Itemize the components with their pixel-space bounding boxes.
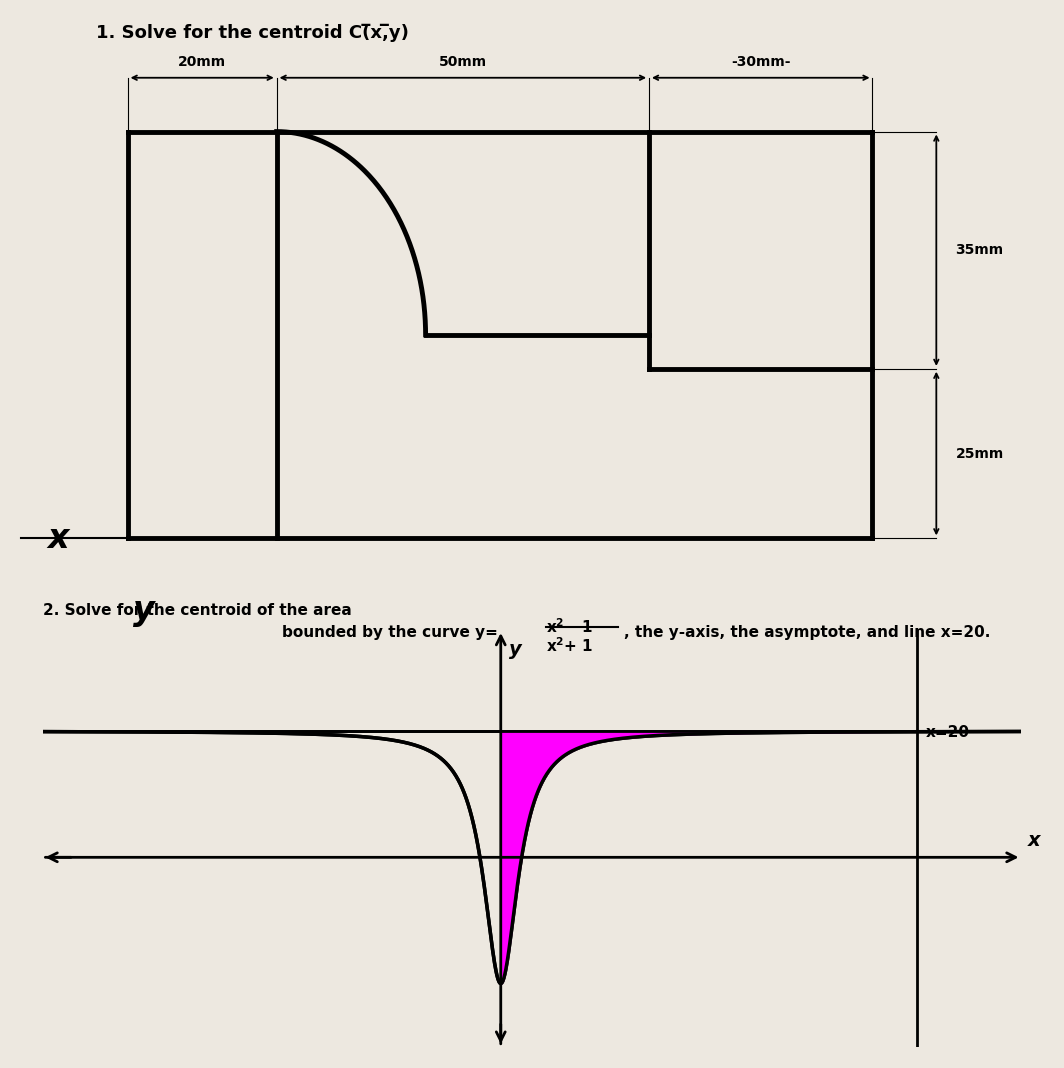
- Text: x$^{\mathbf{2}}$$-$ 1: x$^{\mathbf{2}}$$-$ 1: [546, 617, 594, 637]
- Text: y: y: [509, 640, 521, 659]
- Text: x=20: x=20: [926, 725, 969, 740]
- Text: 20mm: 20mm: [178, 54, 227, 68]
- Text: bounded by the curve y=: bounded by the curve y=: [282, 625, 498, 640]
- Text: x$^{\mathbf{2}}$+ 1: x$^{\mathbf{2}}$+ 1: [546, 637, 594, 656]
- Text: 50mm: 50mm: [438, 54, 487, 68]
- Text: -30mm-: -30mm-: [731, 54, 791, 68]
- Text: 35mm: 35mm: [955, 244, 1003, 257]
- Text: 25mm: 25mm: [955, 446, 1003, 460]
- Text: 2. Solve for the centroid of the area: 2. Solve for the centroid of the area: [43, 603, 351, 618]
- Text: y: y: [133, 594, 154, 627]
- Text: 1. Solve for the centroid C(̅x,̅y): 1. Solve for the centroid C(̅x,̅y): [96, 23, 409, 42]
- Text: x: x: [48, 522, 69, 554]
- Text: , the y-axis, the asymptote, and line x=20.: , the y-axis, the asymptote, and line x=…: [624, 625, 990, 640]
- Text: x: x: [1028, 831, 1041, 850]
